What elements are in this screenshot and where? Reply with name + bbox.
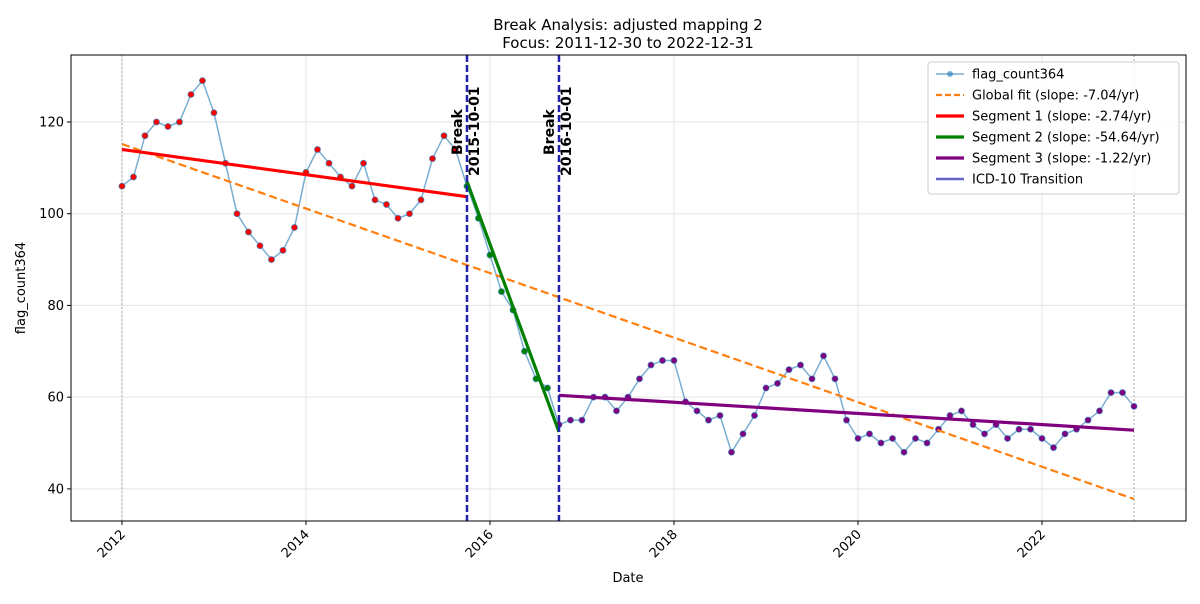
data-point — [382, 201, 390, 209]
data-point — [774, 379, 782, 387]
data-point — [543, 384, 551, 392]
data-point — [1096, 407, 1104, 415]
data-point — [889, 434, 897, 442]
y-tick-label: 120 — [39, 115, 64, 130]
data-point — [325, 159, 333, 167]
data-point — [520, 347, 528, 355]
data-point — [854, 434, 862, 442]
data-point — [797, 361, 805, 369]
y-tick-label: 100 — [39, 207, 64, 222]
x-axis-label: Date — [612, 571, 643, 586]
data-point — [187, 90, 195, 98]
data-point — [658, 356, 666, 364]
data-point — [566, 416, 574, 424]
data-point — [348, 182, 356, 190]
y-tick-label: 80 — [47, 299, 64, 314]
data-point — [1050, 444, 1058, 452]
chart-title: Break Analysis: adjusted mapping 2 — [493, 16, 763, 34]
data-point — [175, 118, 183, 126]
legend-label: Segment 3 (slope: -1.22/yr) — [972, 152, 1151, 167]
data-point — [578, 416, 586, 424]
data-point — [405, 210, 413, 218]
data-point — [141, 132, 149, 140]
data-point — [1084, 416, 1092, 424]
data-point — [739, 430, 747, 438]
data-point — [279, 246, 287, 254]
data-point — [1004, 434, 1012, 442]
data-point — [313, 145, 321, 153]
data-point — [900, 448, 908, 456]
annotation-label: Break — [542, 108, 558, 155]
annotation-date: 2015-10-01 — [467, 86, 483, 176]
data-point — [244, 228, 252, 236]
data-point — [912, 434, 920, 442]
data-point — [843, 416, 851, 424]
chart-subtitle: Focus: 2011-12-30 to 2022-12-31 — [502, 34, 754, 52]
data-point — [118, 182, 126, 190]
legend-label: ICD-10 Transition — [972, 173, 1083, 188]
data-point — [256, 242, 264, 250]
data-point — [198, 77, 206, 85]
data-point — [958, 407, 966, 415]
data-point — [693, 407, 701, 415]
data-point — [497, 288, 505, 296]
annotation-date: 2016-10-01 — [559, 86, 575, 176]
y-tick-label: 60 — [47, 391, 64, 406]
data-point — [635, 375, 643, 383]
legend-box — [927, 61, 1180, 195]
segment-line — [121, 147, 468, 199]
data-point — [750, 412, 758, 420]
annotation-label: Break — [450, 108, 466, 155]
data-point — [923, 439, 931, 447]
data-point — [440, 132, 448, 140]
data-point — [1107, 389, 1115, 397]
y-axis-label: flag_count364 — [14, 242, 29, 334]
data-point — [647, 361, 655, 369]
data-point — [820, 352, 828, 360]
data-point — [233, 210, 241, 218]
data-point — [785, 366, 793, 374]
segment-line — [465, 181, 561, 433]
y-tick-label: 40 — [47, 482, 64, 497]
data-point — [359, 159, 367, 167]
legend-label: Global fit (slope: -7.04/yr) — [972, 89, 1139, 104]
legend-label: flag_count364 — [972, 68, 1064, 83]
data-point — [417, 196, 425, 204]
data-point — [394, 214, 402, 222]
data-point — [1038, 434, 1046, 442]
data-point — [152, 118, 160, 126]
data-point — [612, 407, 620, 415]
segment-line — [558, 393, 1135, 432]
data-point — [762, 384, 770, 392]
data-point — [716, 412, 724, 420]
data-point — [866, 430, 874, 438]
plot-frame — [70, 54, 1187, 522]
data-point — [290, 223, 298, 231]
data-point — [428, 155, 436, 163]
data-point — [1119, 389, 1127, 397]
data-point — [969, 421, 977, 429]
data-point — [451, 145, 459, 153]
data-point — [129, 173, 137, 181]
data-point — [210, 109, 218, 117]
data-point — [808, 375, 816, 383]
legend-label: Segment 1 (slope: -2.74/yr) — [972, 110, 1151, 125]
data-point — [1061, 430, 1069, 438]
fit-line — [121, 142, 1135, 501]
legend-marker — [947, 71, 953, 77]
data-point — [164, 123, 172, 131]
data-point — [704, 416, 712, 424]
legend-label: Segment 2 (slope: -54.64/yr) — [972, 131, 1160, 146]
data-point — [670, 356, 678, 364]
data-point — [1015, 425, 1023, 433]
data-point — [831, 375, 839, 383]
data-point — [1130, 402, 1138, 410]
data-point — [727, 448, 735, 456]
data-point — [981, 430, 989, 438]
data-point — [267, 256, 275, 264]
data-point — [371, 196, 379, 204]
data-point — [1027, 425, 1035, 433]
data-point — [877, 439, 885, 447]
